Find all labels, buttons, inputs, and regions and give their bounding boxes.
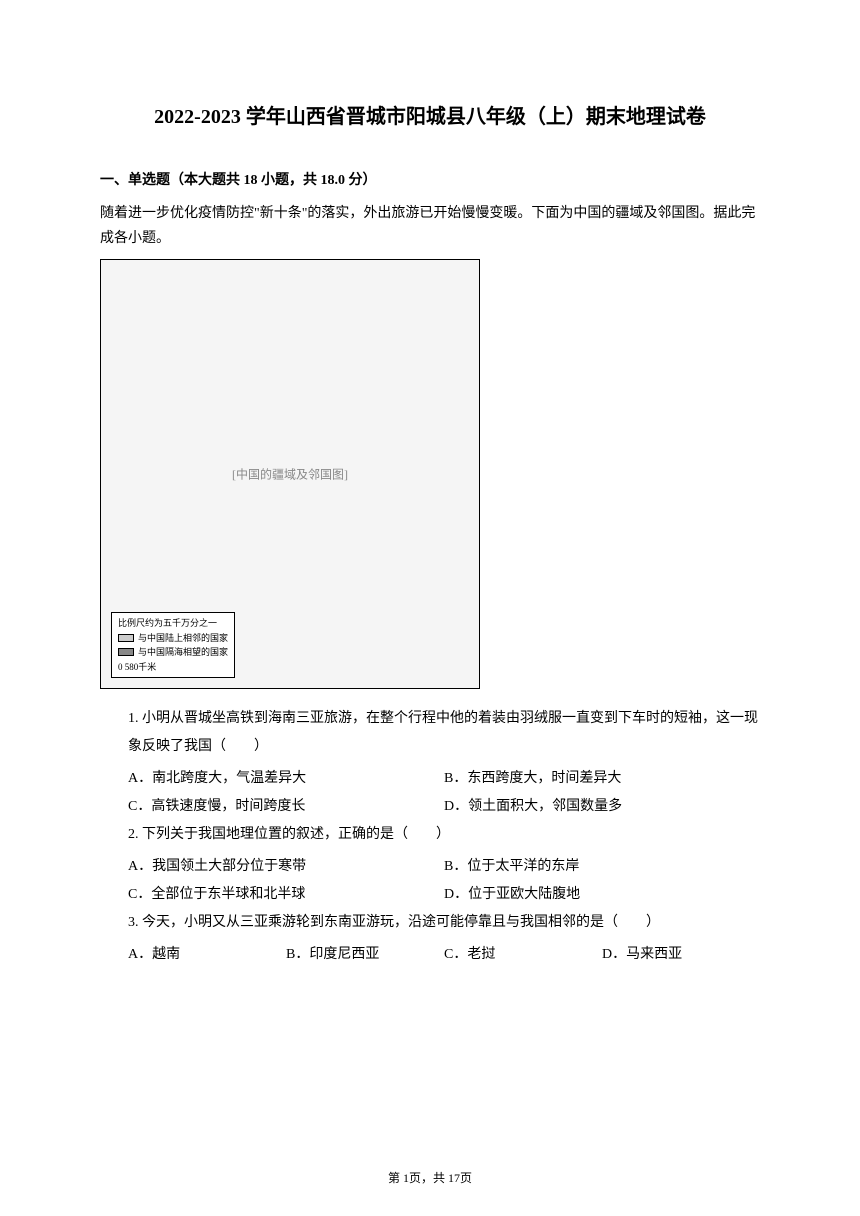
question-stem: 下列关于我国地理位置的叙述，正确的是（ ） bbox=[142, 827, 450, 842]
option-d[interactable]: D．马来西亚 bbox=[602, 941, 760, 969]
legend-label: 与中国隔海相望的国家 bbox=[138, 646, 228, 659]
question-3-options: A．越南 B．印度尼西亚 C．老挝 D．马来西亚 bbox=[128, 941, 760, 969]
option-a[interactable]: A．越南 bbox=[128, 941, 286, 969]
legend-title: 比例尺约为五千万分之一 bbox=[118, 617, 228, 630]
legend-label: 与中国陆上相邻的国家 bbox=[138, 632, 228, 645]
question-1: 1. 小明从晋城坐高铁到海南三亚旅游，在整个行程中他的着装由羽绒服一直变到下车时… bbox=[128, 705, 760, 761]
option-c[interactable]: C．高铁速度慢，时间跨度长 bbox=[128, 793, 444, 821]
legend-item: 与中国陆上相邻的国家 bbox=[118, 632, 228, 645]
question-stem: 小明从晋城坐高铁到海南三亚旅游，在整个行程中他的着装由羽绒服一直变到下车时的短袖… bbox=[128, 711, 758, 754]
option-a[interactable]: A．我国领土大部分位于寒带 bbox=[128, 853, 444, 881]
exam-title: 2022-2023 学年山西省晋城市阳城县八年级（上）期末地理试卷 bbox=[100, 100, 760, 129]
option-d[interactable]: D．领土面积大，邻国数量多 bbox=[444, 793, 760, 821]
legend-scale: 0 580千米 bbox=[118, 661, 228, 674]
option-b[interactable]: B．印度尼西亚 bbox=[286, 941, 444, 969]
section-header: 一、单选题（本大题共 18 小题，共 18.0 分） bbox=[100, 169, 760, 189]
map-container: [中国的疆域及邻国图] 比例尺约为五千万分之一 与中国陆上相邻的国家 与中国隔海… bbox=[100, 259, 480, 689]
legend-swatch bbox=[118, 648, 134, 656]
option-d[interactable]: D．位于亚欧大陆腹地 bbox=[444, 881, 760, 909]
question-stem: 今天，小明又从三亚乘游轮到东南亚游玩，沿途可能停靠且与我国相邻的是（ ） bbox=[142, 915, 660, 930]
map-placeholder: [中国的疆域及邻国图] bbox=[232, 466, 348, 483]
question-number: 1. bbox=[128, 711, 139, 726]
legend-swatch bbox=[118, 634, 134, 642]
option-c[interactable]: C．老挝 bbox=[444, 941, 602, 969]
question-3: 3. 今天，小明又从三亚乘游轮到东南亚游玩，沿途可能停靠且与我国相邻的是（ ） bbox=[128, 909, 760, 937]
legend-item: 与中国隔海相望的国家 bbox=[118, 646, 228, 659]
question-number: 3. bbox=[128, 915, 139, 930]
page-footer: 第 1页，共 17页 bbox=[0, 1169, 860, 1186]
option-a[interactable]: A．南北跨度大，气温差异大 bbox=[128, 765, 444, 793]
option-b[interactable]: B．位于太平洋的东岸 bbox=[444, 853, 760, 881]
question-2-options: A．我国领土大部分位于寒带 B．位于太平洋的东岸 C．全部位于东半球和北半球 D… bbox=[128, 853, 760, 909]
questions-block: 1. 小明从晋城坐高铁到海南三亚旅游，在整个行程中他的着装由羽绒服一直变到下车时… bbox=[100, 705, 760, 969]
question-number: 2. bbox=[128, 827, 139, 842]
map-legend: 比例尺约为五千万分之一 与中国陆上相邻的国家 与中国隔海相望的国家 0 580千… bbox=[111, 612, 235, 678]
option-c[interactable]: C．全部位于东半球和北半球 bbox=[128, 881, 444, 909]
option-b[interactable]: B．东西跨度大，时间差异大 bbox=[444, 765, 760, 793]
section-intro: 随着进一步优化疫情防控"新十条"的落实，外出旅游已开始慢慢变暖。下面为中国的疆域… bbox=[100, 201, 760, 251]
map-image: [中国的疆域及邻国图] 比例尺约为五千万分之一 与中国陆上相邻的国家 与中国隔海… bbox=[100, 259, 480, 689]
question-2: 2. 下列关于我国地理位置的叙述，正确的是（ ） bbox=[128, 821, 760, 849]
question-1-options: A．南北跨度大，气温差异大 B．东西跨度大，时间差异大 C．高铁速度慢，时间跨度… bbox=[128, 765, 760, 821]
